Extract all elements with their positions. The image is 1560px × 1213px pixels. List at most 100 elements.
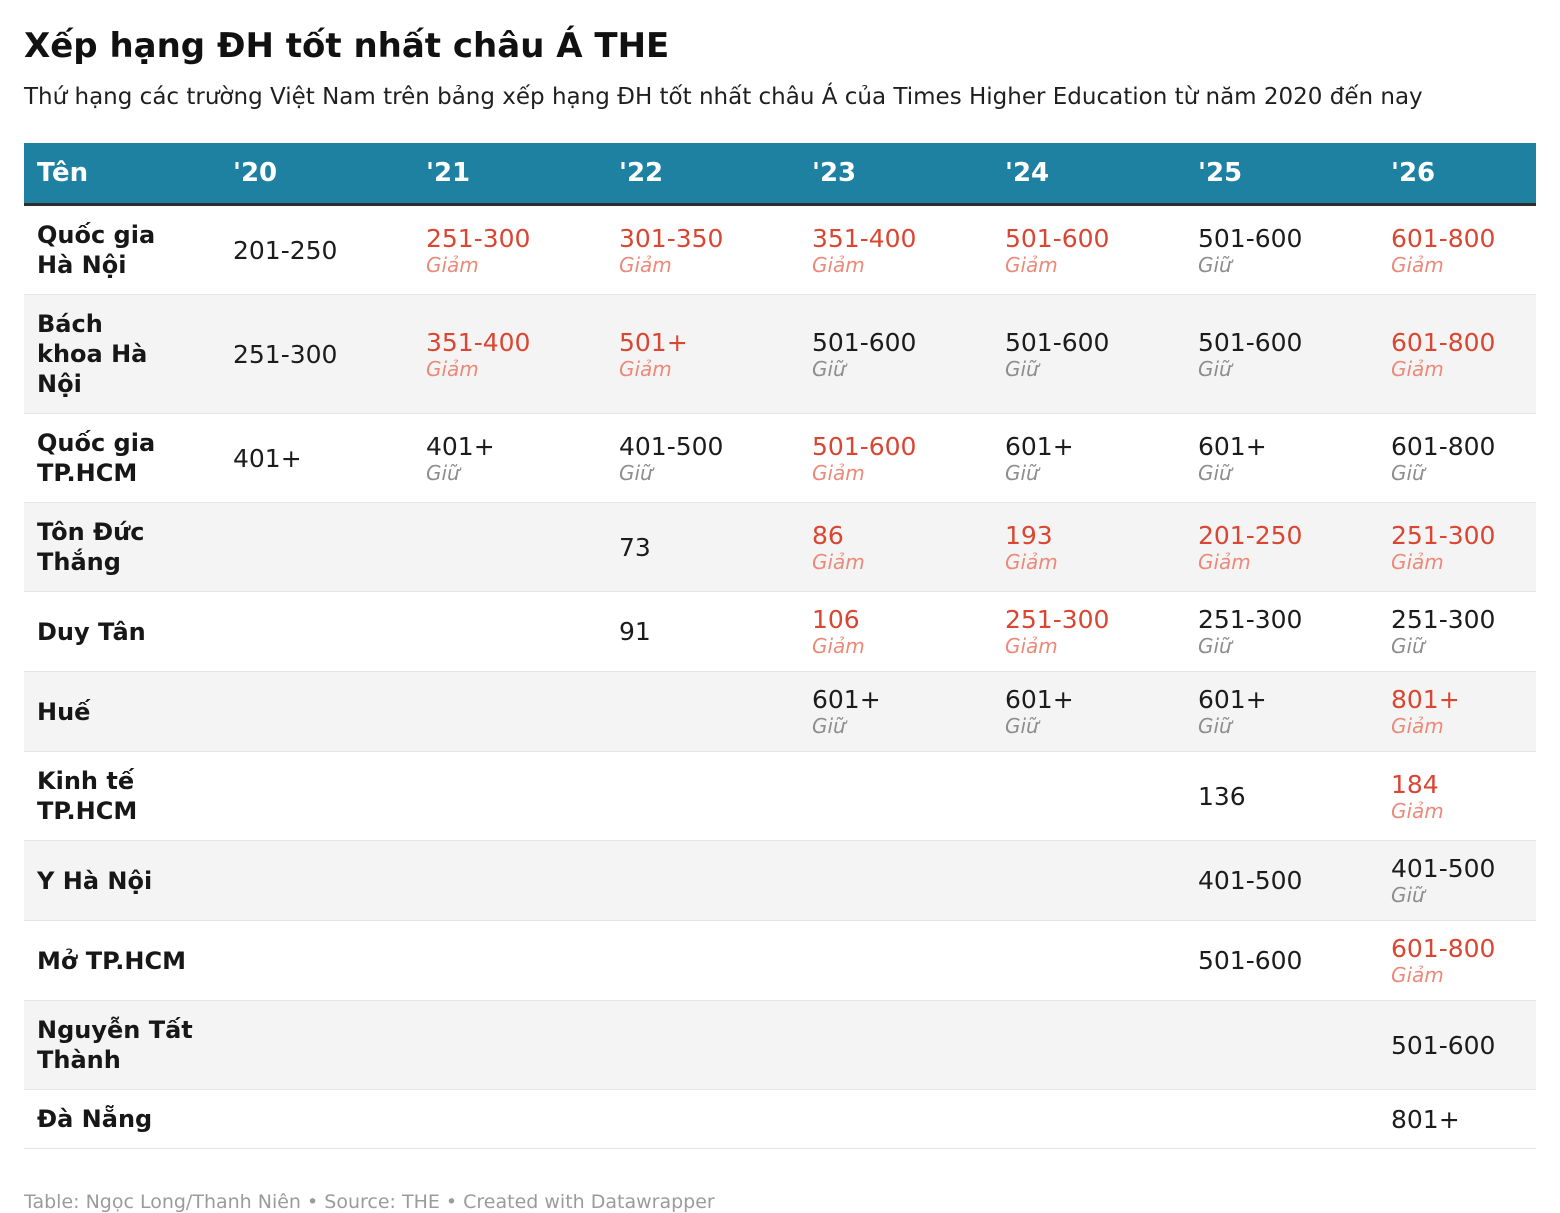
trend-note: Giữ xyxy=(1005,356,1039,381)
table-row: Quốc gia TP.HCM 401+ 401+ Giữ 401-500 Giữ 501-… xyxy=(24,414,1536,503)
rank-cell: 401-500 xyxy=(1198,841,1391,921)
rank-value: 601+ xyxy=(1005,431,1074,461)
rank-cell: 251-300 Giữ xyxy=(1198,592,1391,672)
rank-cell: 251-300 Giảm xyxy=(426,205,619,295)
table-row: Y Hà Nội 401-500 401-500 Giữ xyxy=(24,840,1536,921)
rank-value: 136 xyxy=(1198,781,1246,811)
rank-cell: 86 Giảm xyxy=(812,503,1005,592)
table-row: Mở TP.HCM 501-600 601-800 Giảm xyxy=(24,921,1536,1001)
rank-value: 401-500 xyxy=(1391,854,1496,884)
rank-cell xyxy=(1005,1090,1198,1149)
rank-value: 501-600 xyxy=(812,327,917,357)
rank-cell xyxy=(1005,921,1198,1001)
rank-cell: 201-250 Giảm xyxy=(1198,503,1391,592)
rank-value: 501-600 xyxy=(1198,327,1303,357)
rank-cell: 501-600 Giữ xyxy=(1198,295,1391,414)
rank-cell: 193 Giảm xyxy=(1005,503,1198,592)
rank-cell: 91 xyxy=(619,592,812,672)
trend-note: Giảm xyxy=(1391,798,1444,823)
rank-cell: 801+ xyxy=(1391,1090,1536,1149)
rank-cell: 184 Giảm xyxy=(1391,752,1536,841)
table-footer: Table: Ngọc Long/Thanh Niên • Source: TH… xyxy=(24,1191,715,1213)
rank-cell: 601+ Giữ xyxy=(1005,414,1198,503)
trend-note: Giữ xyxy=(1198,634,1232,659)
rank-cell: 251-300 Giảm xyxy=(1005,592,1198,672)
rank-cell xyxy=(233,1090,426,1149)
rank-cell xyxy=(233,752,426,841)
rank-cell xyxy=(233,503,426,592)
row-name: Nguyễn Tất Thành xyxy=(37,1016,193,1075)
rank-cell xyxy=(426,752,619,841)
rank-value: 501-600 xyxy=(1005,223,1110,253)
rank-value: 601-800 xyxy=(1391,223,1496,253)
trend-note: Giảm xyxy=(1391,252,1444,277)
rank-cell xyxy=(1198,1001,1391,1090)
row-name: Bách khoa Hà Nội xyxy=(37,310,148,399)
trend-note: Giảm xyxy=(812,252,865,277)
rank-cell xyxy=(619,841,812,921)
rank-cell: 601-800 Giữ xyxy=(1391,414,1536,503)
trend-note: Giảm xyxy=(812,634,865,659)
trend-note: Giữ xyxy=(1198,714,1232,739)
rank-value: 91 xyxy=(619,617,651,647)
column-header-year: '22 xyxy=(619,142,812,205)
trend-note: Giữ xyxy=(1391,883,1425,908)
trend-note: Giảm xyxy=(1391,963,1444,988)
rank-cell: 501-600 Giữ xyxy=(1198,205,1391,295)
rank-cell xyxy=(1198,1090,1391,1149)
rank-value: 601+ xyxy=(1198,431,1267,461)
column-header-year: '21 xyxy=(426,142,619,205)
trend-note: Giữ xyxy=(1198,460,1232,485)
rank-value: 351-400 xyxy=(812,223,917,253)
row-name: Huế xyxy=(37,697,91,726)
rank-cell: 801+ Giảm xyxy=(1391,672,1536,752)
rank-value: 106 xyxy=(812,605,860,635)
rank-cell: 201-250 xyxy=(233,205,426,295)
rank-cell: 601-800 Giảm xyxy=(1391,295,1536,414)
rank-value: 251-300 xyxy=(233,339,338,369)
rank-value: 601+ xyxy=(812,685,881,715)
rank-cell: 401-500 Giữ xyxy=(619,414,812,503)
trend-note: Giữ xyxy=(426,460,460,485)
rank-cell: 501+ Giảm xyxy=(619,295,812,414)
rank-cell: 401-500 Giữ xyxy=(1391,841,1536,921)
rank-cell xyxy=(812,752,1005,841)
rank-value: 601-800 xyxy=(1391,934,1496,964)
rank-cell xyxy=(1005,841,1198,921)
rank-cell: 501-600 xyxy=(1198,921,1391,1001)
table-row: Kinh tế TP.HCM 136 184 Giảm xyxy=(24,752,1536,841)
rank-cell: 601+ Giữ xyxy=(1005,672,1198,752)
rank-value: 601+ xyxy=(1198,685,1267,715)
rank-cell xyxy=(619,1090,812,1149)
rank-value: 251-300 xyxy=(1005,605,1110,635)
row-name: Quốc gia Hà Nội xyxy=(37,221,156,280)
trend-note: Giữ xyxy=(1198,356,1232,381)
rank-cell xyxy=(233,592,426,672)
rank-value: 251-300 xyxy=(1198,605,1303,635)
rank-value: 501-600 xyxy=(1198,223,1303,253)
rank-cell xyxy=(619,672,812,752)
table-body: Quốc gia Hà Nội 201-250 251-300 Giảm 301-350… xyxy=(24,205,1536,1149)
table-row: Bách khoa Hà Nội 251-300 351-400 Giảm 501+ Gi… xyxy=(24,294,1536,414)
rank-value: 351-400 xyxy=(426,327,531,357)
rank-cell xyxy=(426,921,619,1001)
table-row: Tôn Đức Thắng 73 86 Giảm 193 Giảm 201-250 Giảm 2… xyxy=(24,502,1536,592)
trend-note: Giảm xyxy=(426,252,479,277)
rank-value: 501-600 xyxy=(1005,327,1110,357)
rank-cell xyxy=(233,672,426,752)
page-subtitle: Thứ hạng các trường Việt Nam trên bảng x… xyxy=(24,83,1423,110)
row-name: Kinh tế TP.HCM xyxy=(37,767,138,826)
rank-cell xyxy=(812,841,1005,921)
rank-cell xyxy=(619,1001,812,1090)
rank-value: 73 xyxy=(619,532,651,562)
trend-note: Giảm xyxy=(1005,549,1058,574)
rank-value: 601-800 xyxy=(1391,431,1496,461)
column-header-year: '24 xyxy=(1005,142,1198,205)
rank-cell: 401+ Giữ xyxy=(426,414,619,503)
rank-cell: 251-300 xyxy=(233,295,426,414)
trend-note: Giữ xyxy=(1198,252,1232,277)
rank-cell xyxy=(1005,1001,1198,1090)
rank-value: 401+ xyxy=(233,443,302,473)
rank-value: 501-600 xyxy=(1391,1030,1496,1060)
trend-note: Giảm xyxy=(1391,356,1444,381)
